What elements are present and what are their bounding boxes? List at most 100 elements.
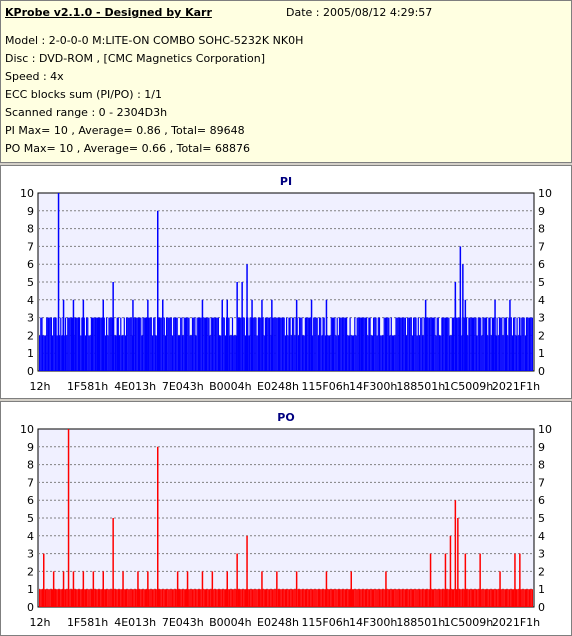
data-bar: [99, 317, 101, 371]
data-bar: [93, 317, 95, 371]
data-bar: [357, 317, 359, 371]
data-bar: [523, 317, 525, 371]
data-bar: [230, 589, 232, 607]
data-bar: [67, 317, 69, 371]
data-bar: [300, 589, 302, 607]
data-bar: [75, 589, 77, 607]
x-tick-label: 4E013h: [114, 616, 156, 629]
data-bar: [104, 589, 107, 607]
data-bar: [507, 589, 509, 607]
data-bar: [233, 589, 235, 607]
data-bar: [83, 317, 85, 371]
data-bar: [121, 335, 123, 371]
data-bar: [261, 571, 263, 607]
data-bar: [427, 589, 429, 607]
data-bar: [403, 317, 405, 371]
data-bar: [529, 589, 531, 607]
data-bar: [295, 571, 298, 607]
data-bar: [162, 589, 164, 607]
data-bar: [440, 335, 442, 371]
data-bar: [203, 589, 205, 607]
data-bar: [196, 317, 198, 371]
y-tick-label-right: 5: [538, 512, 545, 525]
data-bar: [289, 317, 291, 371]
data-bar: [130, 589, 132, 607]
data-bar: [498, 317, 501, 371]
data-bar: [46, 317, 48, 371]
data-bar: [62, 299, 65, 371]
data-bar: [502, 335, 504, 371]
y-tick-label-right: 4: [538, 294, 545, 307]
data-bar: [69, 317, 71, 371]
data-bar: [123, 317, 125, 371]
data-bar: [39, 335, 41, 371]
data-bar: [434, 317, 436, 371]
data-bar: [318, 317, 321, 371]
data-bar: [173, 317, 175, 371]
y-tick-label-left: 8: [27, 223, 34, 236]
data-bar: [488, 317, 490, 371]
data-bar: [97, 589, 99, 607]
data-bar: [107, 335, 109, 371]
data-bar: [531, 317, 533, 371]
data-bar: [251, 589, 254, 607]
data-bar: [289, 589, 291, 607]
data-bar: [303, 335, 305, 371]
data-bar: [229, 589, 231, 607]
data-bar: [314, 589, 316, 607]
y-tick-label-right: 4: [538, 530, 545, 543]
y-tick-label-right: 10: [538, 187, 552, 200]
data-bar: [368, 317, 370, 371]
data-bar: [308, 589, 310, 607]
data-bar: [404, 317, 406, 371]
data-bar: [469, 317, 471, 371]
data-bar: [437, 317, 439, 371]
data-bar: [479, 553, 481, 607]
data-bar: [79, 589, 81, 607]
data-bar: [95, 589, 97, 607]
data-bar: [466, 589, 468, 607]
data-bar: [249, 317, 251, 371]
data-bar: [147, 299, 149, 371]
data-bar: [348, 335, 350, 371]
range-line: Scanned range : 0 - 2304D3h: [5, 106, 168, 119]
data-bar: [150, 589, 152, 607]
data-bar: [348, 589, 350, 607]
data-bar: [88, 335, 90, 371]
data-bar: [467, 335, 469, 371]
data-bar: [433, 589, 435, 607]
data-bar: [74, 589, 76, 607]
data-bar: [525, 317, 528, 371]
data-bar: [150, 317, 152, 371]
data-bar: [206, 317, 208, 371]
data-bar: [501, 589, 503, 607]
data-bar: [487, 335, 489, 371]
data-bar: [380, 589, 382, 607]
data-bar: [457, 317, 459, 371]
data-bar: [461, 335, 463, 371]
data-bar: [463, 317, 465, 371]
data-bar: [302, 589, 304, 607]
data-bar: [142, 589, 144, 607]
data-bar: [179, 589, 181, 607]
data-bar: [317, 589, 319, 607]
y-tick-label-left: 1: [27, 583, 34, 596]
data-bar: [208, 317, 210, 371]
data-bar: [333, 317, 335, 371]
data-bar: [231, 589, 234, 607]
data-bar: [92, 571, 95, 607]
data-bar: [528, 317, 530, 371]
data-bar: [236, 282, 238, 371]
data-bar: [304, 317, 306, 371]
data-bar: [461, 589, 463, 607]
data-bar: [496, 317, 498, 371]
data-bar: [499, 571, 501, 607]
data-bar: [239, 317, 241, 371]
data-bar: [380, 335, 382, 371]
data-bar: [43, 335, 45, 371]
data-bar: [443, 317, 445, 371]
data-bar: [464, 299, 467, 371]
y-tick-label-left: 8: [27, 459, 34, 472]
data-bar: [410, 589, 412, 607]
data-bar: [115, 589, 117, 607]
